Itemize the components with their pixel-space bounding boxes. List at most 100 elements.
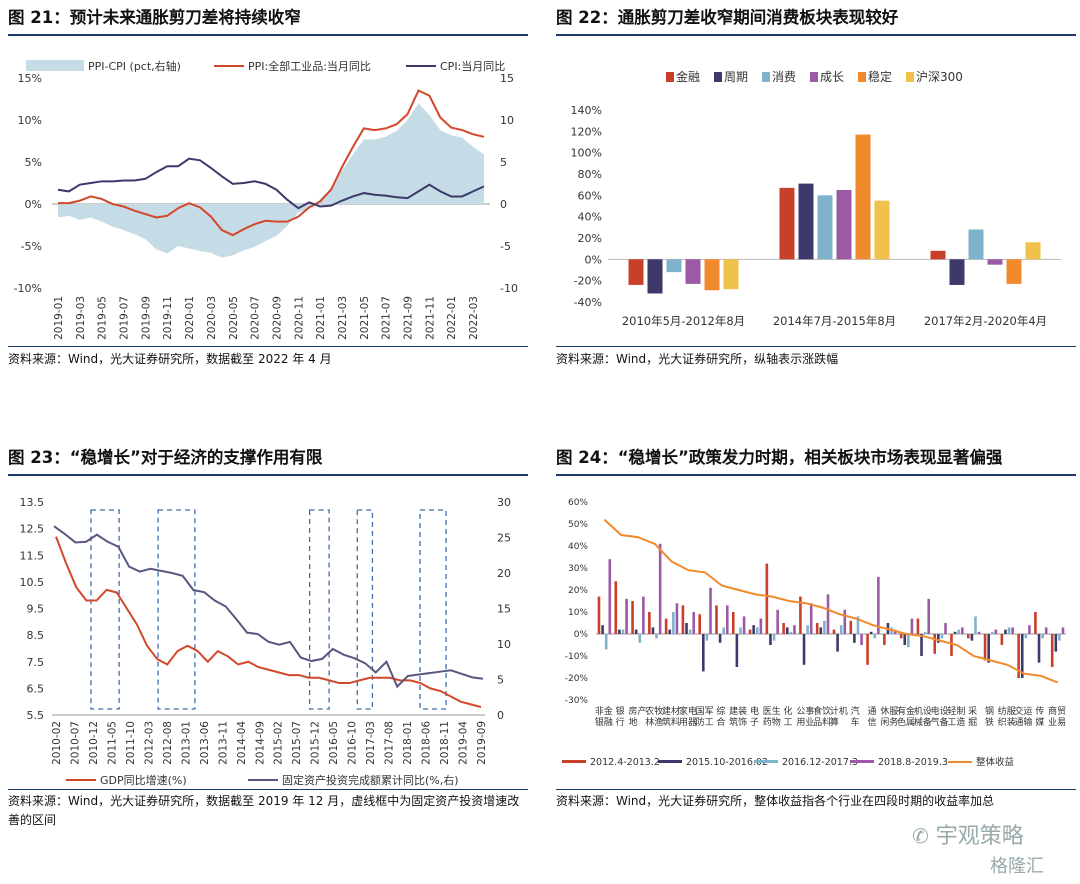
x-category-char: 械 — [914, 716, 923, 728]
legend-swatch — [666, 72, 674, 82]
chart-21: -10% -5% 0% 5% 10% 15% -10 -5 0 5 10 15 2019-01 2019-… — [14, 59, 518, 340]
bar — [983, 634, 987, 661]
y-tick: 40% — [578, 211, 602, 224]
x-tick: 2016-05 — [328, 721, 340, 765]
x-category-char: 用 — [796, 717, 805, 728]
x-tick: 2020-05 — [228, 296, 240, 340]
x-category-char: 媒 — [1035, 717, 1044, 728]
x-tick: 2019-04 — [458, 721, 470, 765]
x-tick: 2016-10 — [347, 721, 359, 765]
legend-label: PPI-CPI (pct,右轴) — [88, 59, 181, 73]
y-tick-left: 11.5 — [20, 549, 45, 562]
bar — [1006, 259, 1022, 284]
watermark: ✆ 宇观策略 — [912, 818, 1024, 850]
legend-swatch — [714, 72, 722, 82]
bar — [930, 250, 946, 260]
y-tick-right: 0 — [497, 709, 504, 722]
bar — [927, 598, 931, 634]
y-tick-left: 10.5 — [20, 576, 45, 589]
bar — [849, 620, 853, 634]
legend-label: 金融 — [676, 69, 700, 84]
x-tick: 2011-10 — [125, 721, 137, 765]
bar — [748, 629, 752, 634]
y-tick: 120% — [571, 125, 602, 138]
bar — [618, 629, 621, 634]
x-category-char: 易 — [1057, 717, 1066, 728]
y-tick-right: -10 — [500, 282, 518, 295]
bar — [739, 627, 742, 634]
bar — [725, 605, 729, 634]
x-category-char: 材 — [671, 705, 680, 717]
x-category-char: 品 — [813, 717, 822, 728]
bar — [957, 629, 960, 634]
bar — [839, 625, 843, 634]
source-rule — [8, 789, 528, 790]
y-tick-left: 12.5 — [20, 523, 45, 536]
bar — [685, 259, 701, 284]
y-tick-right: 10 — [497, 638, 511, 651]
bar — [1025, 242, 1041, 260]
x-category-char: 机 — [914, 705, 923, 717]
bar — [990, 631, 994, 634]
legend-swatch — [562, 760, 586, 763]
x-category-char: 属 — [906, 717, 915, 728]
legend-swatch — [754, 760, 778, 763]
y-tick: -20% — [565, 674, 589, 684]
bar — [709, 587, 712, 634]
x-tick: 2021-01 — [315, 296, 327, 340]
bar — [806, 625, 809, 634]
x-category-char: 掘 — [968, 716, 977, 728]
x-category-char: 电 — [931, 705, 940, 717]
x-tick: 2010-07 — [69, 721, 81, 765]
y-tick: 10% — [568, 608, 588, 618]
wechat-icon: ✆ — [912, 824, 929, 848]
y-tick-right: 15 — [500, 72, 514, 85]
bar — [597, 596, 601, 634]
x-tick: 2020-07 — [250, 296, 262, 340]
bar — [664, 618, 668, 634]
x-tick: 2012-03 — [143, 721, 155, 765]
x-tick: 2021-07 — [381, 296, 393, 340]
legend-label: 2018.8-2019.3 — [878, 757, 948, 768]
bar — [907, 634, 910, 648]
x-category-char: 综 — [716, 705, 725, 717]
x-category-char: 信 — [867, 716, 876, 728]
x-category-char: 业 — [1048, 717, 1057, 728]
y-tick: -20% — [574, 275, 602, 288]
cpi-line — [57, 157, 485, 210]
x-category-char: 造 — [956, 716, 965, 728]
gdp-line — [55, 536, 482, 708]
x-category-char: 产 — [637, 705, 646, 717]
x-tick: 2019-03 — [75, 296, 87, 340]
bar — [1061, 627, 1065, 634]
bar — [685, 623, 688, 634]
x-category-char: 子 — [750, 717, 759, 728]
x-category: 2010年5月-2012年8月 — [622, 314, 745, 328]
bar — [940, 634, 944, 639]
bar — [933, 634, 937, 654]
panel-23: 图 23：“稳增长”对于经济的支撑作用有限 5.5 6.5 7.5 8.5 9.5 10.… — [8, 444, 528, 844]
source-note: 资料来源：Wind，光大证券研究所，纵轴表示涨跌幅 — [556, 352, 839, 366]
legend-swatch — [810, 72, 818, 82]
bar — [877, 576, 880, 634]
bar — [647, 259, 663, 294]
y-tick: 100% — [571, 147, 602, 160]
bar — [765, 563, 769, 634]
bar — [843, 609, 847, 634]
legend-swatch — [850, 760, 874, 763]
x-tick: 2010-12 — [88, 721, 100, 765]
highlight-box — [90, 509, 120, 710]
x-category-char: 设 — [940, 706, 949, 717]
y-tick-right: 0 — [500, 198, 507, 211]
x-category-char: 工 — [784, 718, 793, 728]
x-category-char: 器 — [688, 717, 697, 728]
x-category-char: 休 — [880, 705, 889, 717]
y-tick-right: 20 — [497, 567, 511, 580]
x-tick: 2014-04 — [236, 721, 248, 765]
chart-24: -30%-20%-10%0%10%20%30%40%50%60%非银金融银行房地… — [562, 498, 1066, 768]
x-category-char: 装 — [1007, 716, 1016, 728]
x-category-char: 国 — [696, 706, 705, 717]
x-category-char: 传 — [1035, 705, 1044, 717]
x-tick: 2013-11 — [217, 721, 229, 765]
bar — [1000, 634, 1004, 645]
